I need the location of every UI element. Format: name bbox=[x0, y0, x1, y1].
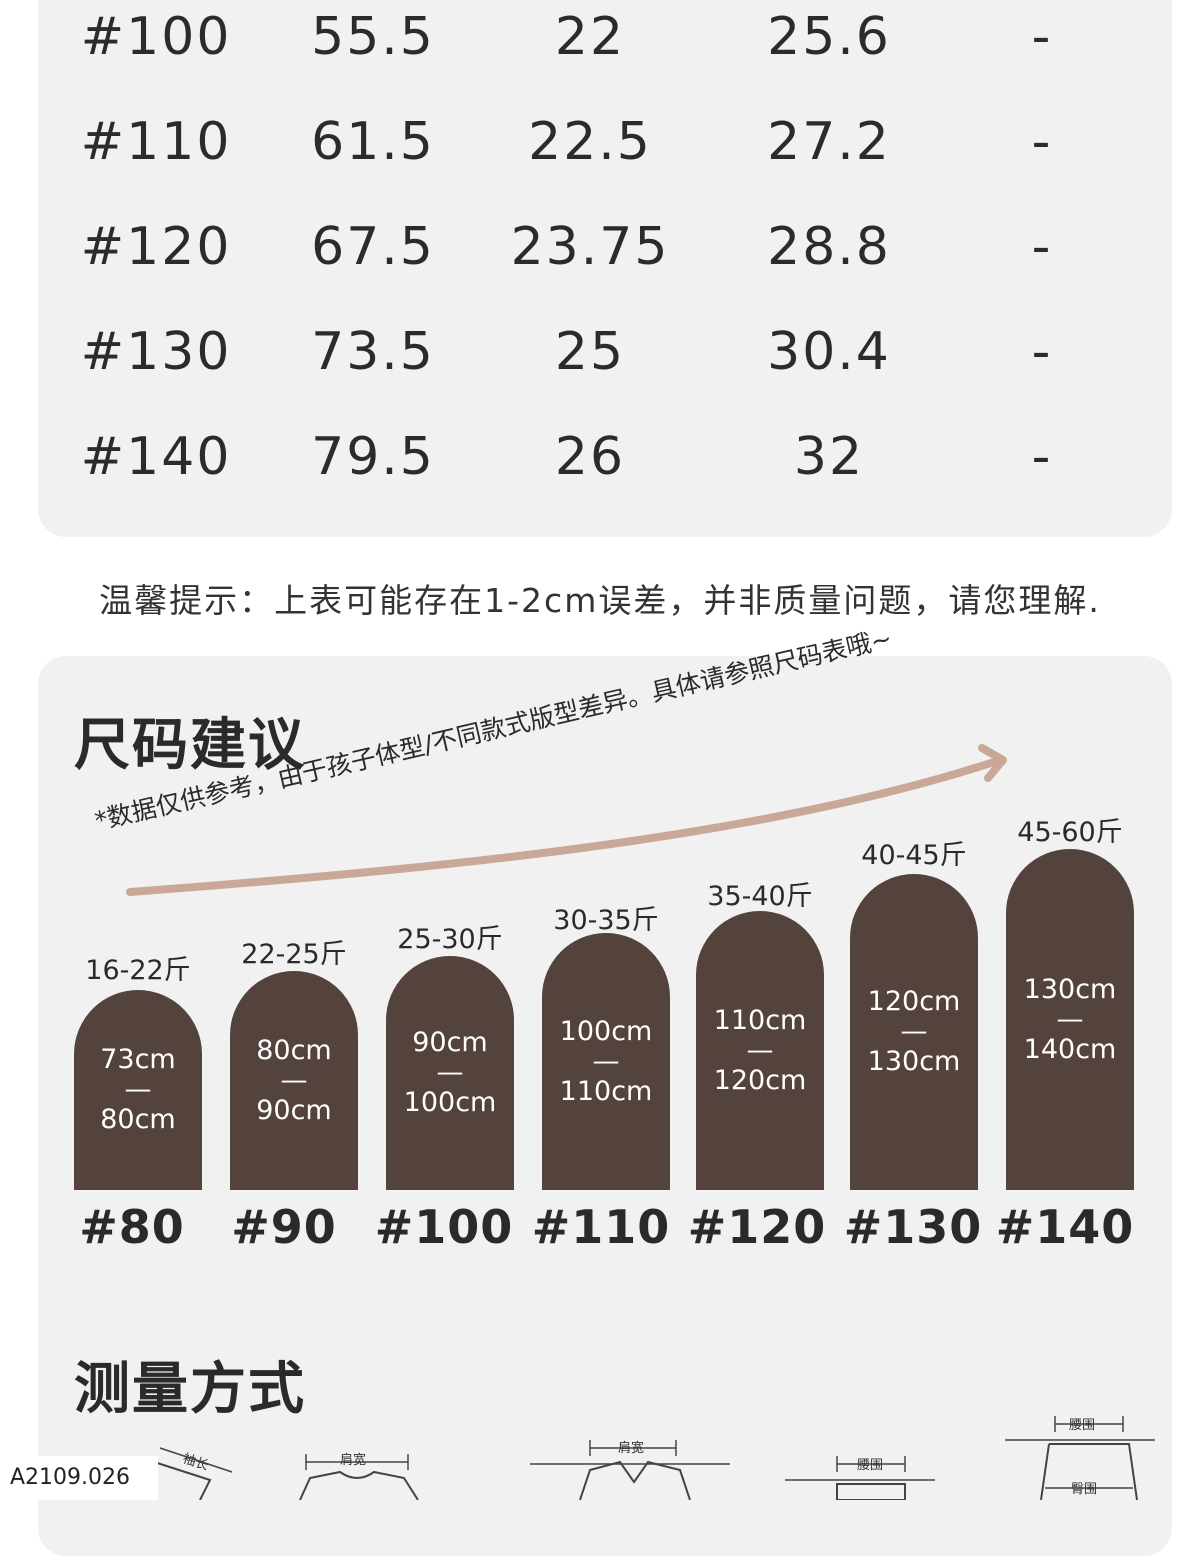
sleeve-label: 袖长 bbox=[181, 1452, 210, 1474]
shirt-shoulder-diagram: 肩宽 bbox=[299, 1452, 419, 1500]
range-dash: — bbox=[592, 1045, 620, 1077]
size-label: #140 bbox=[995, 1200, 1135, 1254]
jacket-shoulder-diagram: 肩宽 bbox=[530, 1440, 730, 1500]
size-label: #90 bbox=[231, 1200, 337, 1254]
value-cell: 79.5 bbox=[311, 427, 435, 487]
range-dash: — bbox=[1056, 1003, 1084, 1035]
shoulder-label: 肩宽 bbox=[340, 1452, 366, 1468]
size-label: #110 bbox=[531, 1200, 671, 1254]
height-min: 110cm bbox=[713, 1004, 807, 1036]
measurement-tip: 温馨提示：上表可能存在1-2cm误差，并非质量问题，请您理解. bbox=[99, 581, 1101, 620]
range-dash: — bbox=[436, 1057, 464, 1088]
weight-range: 30-35斤 bbox=[553, 905, 659, 936]
height-min: 80cm bbox=[256, 1034, 332, 1066]
value-cell: 67.5 bbox=[311, 217, 435, 277]
shoulder-label: 肩宽 bbox=[618, 1440, 644, 1456]
table-row: #140 79.5 26 32 - bbox=[38, 422, 1172, 492]
size-cell: #110 bbox=[80, 112, 232, 172]
range-dash: — bbox=[124, 1074, 152, 1105]
table-row: #130 73.5 25 30.4 - bbox=[38, 317, 1172, 387]
waist-label: 腰围 bbox=[857, 1458, 883, 1473]
height-pill: 90cm — 100cm bbox=[386, 956, 514, 1190]
size-label: #120 bbox=[687, 1200, 827, 1254]
value-cell: 32 bbox=[793, 427, 865, 487]
sleeve-diagram: 袖长 bbox=[147, 1447, 233, 1500]
weight-range: 25-30斤 bbox=[397, 924, 503, 955]
measurement-title: 测量方式 bbox=[74, 1357, 306, 1422]
size-cell: #130 bbox=[80, 322, 232, 382]
table-row: #100 55.5 22 25.6 - bbox=[38, 2, 1172, 72]
height-max: 140cm bbox=[1023, 1033, 1117, 1065]
table-row: #110 61.5 22.5 27.2 - bbox=[38, 107, 1172, 177]
range-dash: — bbox=[280, 1064, 308, 1096]
size-label: #100 bbox=[374, 1200, 514, 1254]
height-max: 100cm bbox=[403, 1087, 497, 1118]
pants-waist-diagram: 腰围 bbox=[785, 1456, 935, 1500]
value-cell: 61.5 bbox=[311, 112, 435, 172]
height-max: 110cm bbox=[559, 1075, 653, 1107]
height-pill: 120cm — 130cm bbox=[850, 874, 978, 1190]
value-cell: - bbox=[1031, 427, 1053, 487]
height-pill: 110cm — 120cm bbox=[696, 911, 824, 1190]
height-min: 120cm bbox=[867, 986, 961, 1017]
value-cell: 23.75 bbox=[510, 217, 670, 277]
product-code: A2109.026 bbox=[0, 1456, 158, 1500]
height-max: 90cm bbox=[256, 1094, 332, 1126]
value-cell: 25.6 bbox=[767, 7, 891, 67]
height-max: 130cm bbox=[867, 1046, 961, 1077]
height-max: 80cm bbox=[100, 1104, 176, 1135]
value-cell: - bbox=[1031, 322, 1053, 382]
height-pill: 100cm — 110cm bbox=[542, 933, 670, 1190]
weight-range: 16-22斤 bbox=[85, 955, 191, 986]
height-pill: 73cm — 80cm bbox=[74, 990, 202, 1190]
waist-label: 腰围 bbox=[1069, 1418, 1095, 1433]
value-cell: 25 bbox=[554, 322, 626, 382]
height-pill: 80cm — 90cm bbox=[230, 971, 358, 1190]
value-cell: 55.5 bbox=[311, 7, 435, 67]
size-cell: #120 bbox=[80, 217, 232, 277]
hip-label: 臀围 bbox=[1071, 1482, 1097, 1497]
size-label: #130 bbox=[843, 1200, 983, 1254]
height-min: 73cm bbox=[100, 1044, 176, 1075]
value-cell: 27.2 bbox=[767, 112, 891, 172]
value-cell: - bbox=[1031, 7, 1053, 67]
size-cell: #100 bbox=[80, 7, 232, 67]
height-pill: 130cm — 140cm bbox=[1006, 849, 1134, 1190]
weight-range: 40-45斤 bbox=[861, 840, 967, 871]
weight-range: 45-60斤 bbox=[1017, 817, 1123, 848]
weight-range: 22-25斤 bbox=[241, 939, 347, 970]
value-cell: - bbox=[1031, 112, 1053, 172]
height-min: 100cm bbox=[559, 1015, 653, 1047]
value-cell: 22 bbox=[554, 7, 626, 67]
size-cell: #140 bbox=[80, 427, 232, 487]
shorts-waist-hip-diagram: 腰围 臀围 bbox=[1005, 1416, 1155, 1500]
height-min: 90cm bbox=[412, 1027, 488, 1058]
value-cell: 30.4 bbox=[767, 322, 891, 382]
range-dash: — bbox=[746, 1034, 774, 1066]
value-cell: 22.5 bbox=[528, 112, 652, 172]
height-min: 130cm bbox=[1023, 973, 1117, 1005]
value-cell: 26 bbox=[554, 427, 626, 487]
size-label: #80 bbox=[79, 1200, 185, 1254]
value-cell: - bbox=[1031, 217, 1053, 277]
range-dash: — bbox=[900, 1016, 928, 1047]
size-table-card: #100 55.5 22 25.6 - #110 61.5 22.5 27.2 … bbox=[38, 0, 1172, 537]
value-cell: 73.5 bbox=[311, 322, 435, 382]
table-row: #120 67.5 23.75 28.8 - bbox=[38, 212, 1172, 282]
value-cell: 28.8 bbox=[767, 217, 891, 277]
weight-range: 35-40斤 bbox=[707, 881, 813, 912]
height-max: 120cm bbox=[713, 1064, 807, 1096]
